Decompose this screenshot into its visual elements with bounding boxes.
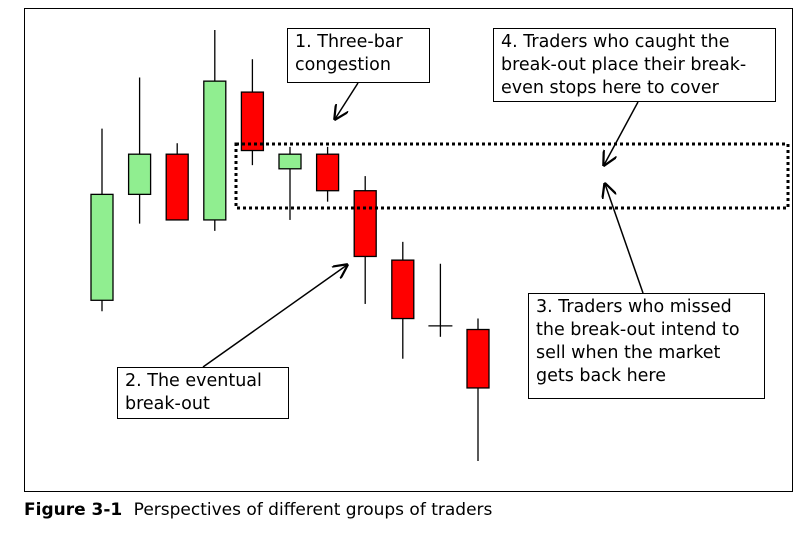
candle-body-bearish bbox=[165, 153, 189, 221]
candle bbox=[165, 143, 189, 221]
candle bbox=[315, 146, 340, 202]
candle bbox=[278, 146, 302, 220]
callout-caught: 4. Traders who caught the break-out plac… bbox=[493, 28, 776, 102]
candle-body-bearish bbox=[315, 153, 340, 192]
arrow-caught bbox=[604, 101, 639, 165]
candle bbox=[90, 128, 114, 312]
candle bbox=[353, 176, 377, 304]
arrow-congestion bbox=[335, 82, 359, 119]
figure-caption-text: Perspectives of different groups of trad… bbox=[133, 500, 493, 520]
candle-body-bullish bbox=[127, 153, 152, 196]
candles-layer bbox=[90, 30, 490, 461]
candle-body-bullish bbox=[90, 193, 114, 301]
candle bbox=[127, 77, 152, 224]
candle-body-bearish bbox=[391, 259, 415, 320]
callout-missed: 3. Traders who missed the break-out inte… bbox=[528, 293, 765, 399]
candle bbox=[391, 241, 415, 359]
arrow-missed bbox=[605, 184, 644, 294]
congestion-zone bbox=[234, 142, 790, 210]
candle-body-bullish bbox=[278, 153, 302, 170]
figure-label: Figure 3-1 bbox=[24, 500, 123, 520]
callout-breakout: 2. The eventual break-out bbox=[117, 367, 289, 419]
candle-body-bearish bbox=[240, 91, 265, 152]
candle-body-bearish bbox=[353, 190, 377, 258]
candle bbox=[203, 30, 227, 231]
arrow-breakout bbox=[202, 265, 347, 368]
candle bbox=[466, 318, 490, 461]
candle-body-bearish bbox=[466, 328, 490, 389]
candle-body-bullish bbox=[203, 80, 227, 221]
candle bbox=[428, 263, 453, 337]
candle bbox=[240, 59, 265, 166]
figure-caption: Figure 3-1 Perspectives of different gro… bbox=[24, 500, 492, 520]
callout-congestion: 1. Three-bar congestion bbox=[287, 28, 430, 83]
